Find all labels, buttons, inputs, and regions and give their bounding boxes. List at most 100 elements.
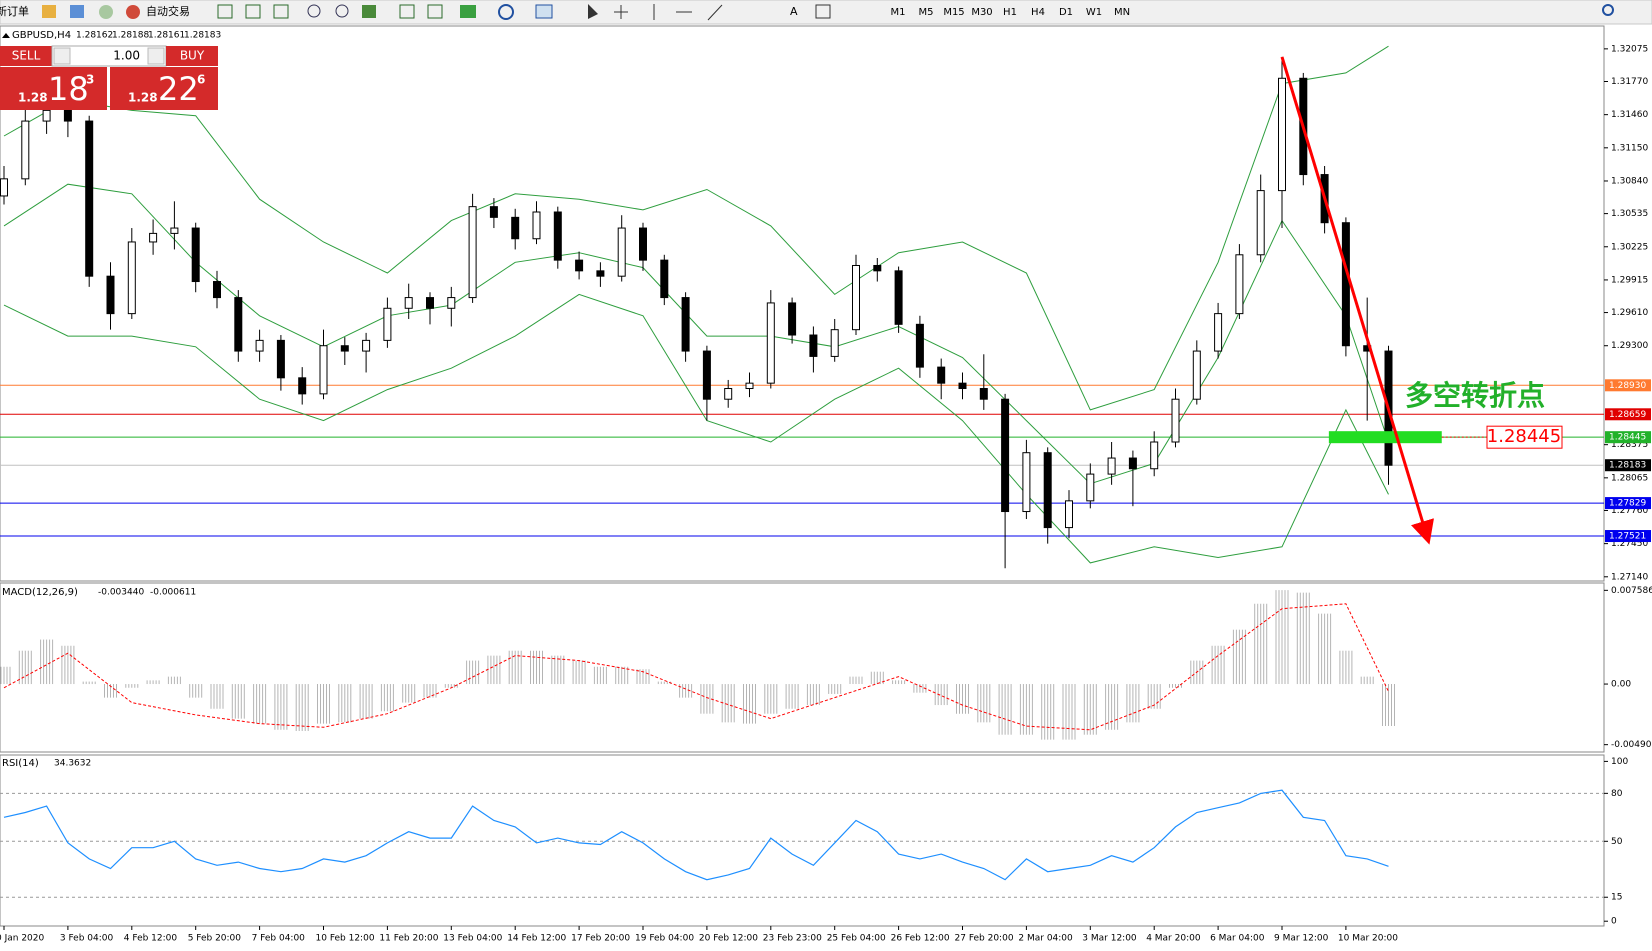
timeframe-button[interactable]: H4 <box>1031 7 1045 18</box>
auto-trade-button[interactable]: 自动交易 <box>146 4 190 18</box>
pivot-annotation: 多空转折点 <box>1405 379 1545 412</box>
icon[interactable] <box>498 4 514 20</box>
timeframe-button[interactable]: MN <box>1114 7 1130 18</box>
cursor-icon[interactable] <box>588 4 598 19</box>
current-price-label: 1.28183 <box>1609 461 1646 471</box>
candle-body <box>21 120 30 180</box>
level-label-bg <box>1605 379 1651 392</box>
icon[interactable] <box>126 5 140 19</box>
search-icon[interactable] <box>1602 4 1614 16</box>
level-label: 1.28445 <box>1609 433 1646 443</box>
level-label: 1.27829 <box>1609 499 1646 509</box>
candle-body <box>1001 398 1010 513</box>
buy-price-box[interactable] <box>110 67 218 110</box>
x-tick-label: 11 Feb 20:00 <box>379 934 438 944</box>
macd-signal <box>3 603 1389 731</box>
candle-body <box>575 259 584 272</box>
level-label: 1.28659 <box>1609 410 1646 420</box>
candle-body <box>1192 350 1201 400</box>
timeframe-button[interactable]: M15 <box>943 7 964 18</box>
x-tick-label: 25 Feb 04:00 <box>827 934 886 944</box>
draw-icons[interactable] <box>653 4 723 21</box>
icon[interactable] <box>70 5 84 18</box>
timeframe-button[interactable]: M1 <box>891 7 906 18</box>
crosshair-icon[interactable] <box>614 5 628 19</box>
new-order-button[interactable]: 新订单 <box>0 4 29 18</box>
icon[interactable] <box>399 4 415 19</box>
macd-label: MACD(12,26,9) <box>2 587 78 598</box>
x-tick-label: 27 Feb 20:00 <box>955 934 1014 944</box>
timeframe-button[interactable]: H1 <box>1003 7 1017 18</box>
candle-body <box>1107 457 1116 475</box>
x-tick-label: 9 Mar 12:00 <box>1274 934 1329 944</box>
candle-body <box>639 227 647 261</box>
lot-up[interactable] <box>147 47 165 65</box>
buy-button[interactable] <box>166 46 218 66</box>
y-tick-label: 1.30535 <box>1611 209 1648 219</box>
icon[interactable] <box>273 4 289 19</box>
icon[interactable] <box>362 5 376 18</box>
icon[interactable] <box>427 4 443 19</box>
timeframe-button[interactable]: M30 <box>971 7 992 18</box>
icon[interactable] <box>307 4 321 18</box>
candle-body <box>234 297 243 352</box>
sell-button[interactable] <box>0 46 52 66</box>
candle-body <box>383 307 392 341</box>
candle-body <box>127 241 136 315</box>
icon[interactable] <box>245 4 261 19</box>
x-tick-label: 4 Feb 12:00 <box>124 934 178 944</box>
y-tick-label: 1.32075 <box>1611 44 1648 54</box>
y-tick-label: 100 <box>1611 757 1628 767</box>
text-tool[interactable]: A <box>790 5 798 18</box>
plot-layer: 1.32075 1.31770 1.31460 1.31150 1.30840 1.305… <box>0 44 1652 944</box>
timeframe-button[interactable]: M5 <box>919 7 934 18</box>
icon[interactable] <box>335 4 349 18</box>
current-price-bg <box>1605 459 1651 472</box>
level-label-bg <box>1605 530 1651 543</box>
icon[interactable] <box>42 5 56 18</box>
candle-body <box>553 211 562 261</box>
candle-body <box>937 366 946 384</box>
y-tick-label: 1.30840 <box>1611 176 1648 186</box>
candle-body <box>85 120 94 277</box>
candle-body <box>511 216 520 240</box>
level-label-bg <box>1605 431 1651 444</box>
candle-body <box>1341 222 1350 347</box>
candle-body <box>63 109 72 122</box>
candle-body <box>702 350 711 400</box>
price-pane <box>0 25 1605 582</box>
candle-body <box>788 302 797 336</box>
x-tick-label: 0 Jan 2020 <box>0 934 44 944</box>
x-tick-label: 13 Feb 04:00 <box>443 934 502 944</box>
lot-down[interactable] <box>53 47 71 65</box>
candle-body <box>809 334 818 357</box>
icon[interactable] <box>815 4 831 19</box>
pivot-level-label: 1.28445 <box>1487 426 1561 447</box>
lot-value[interactable]: 1.00 <box>113 49 140 63</box>
sell-price-box[interactable] <box>0 67 107 110</box>
x-tick-label: 23 Feb 23:00 <box>763 934 822 944</box>
y-tick-label: 1.31150 <box>1611 143 1648 153</box>
timeframe-button[interactable]: W1 <box>1086 7 1102 18</box>
pivot-level-box <box>1486 425 1563 449</box>
x-tick-label: 6 Mar 04:00 <box>1210 934 1265 944</box>
y-tick-label: 0 <box>1611 917 1617 927</box>
y-tick-label: 50 <box>1611 837 1623 847</box>
buy-label[interactable]: BUY <box>180 49 205 63</box>
candle-body <box>873 264 882 272</box>
icon[interactable] <box>460 5 476 18</box>
y-tick-label: 1.28375 <box>1611 440 1648 450</box>
timeframe-button[interactable]: D1 <box>1059 7 1073 18</box>
x-tick-label: 7 Feb 04:00 <box>252 934 306 944</box>
collapse-icon[interactable] <box>2 33 10 38</box>
candle-body <box>766 302 775 384</box>
ohlc-value: 1.28161 <box>148 31 185 41</box>
icon[interactable] <box>99 5 113 19</box>
y-tick-label: 0.007586 <box>1611 586 1652 596</box>
icon[interactable] <box>217 4 233 19</box>
sell-label[interactable]: SELL <box>12 49 41 63</box>
icon[interactable] <box>535 4 553 19</box>
candle-body <box>915 323 924 368</box>
